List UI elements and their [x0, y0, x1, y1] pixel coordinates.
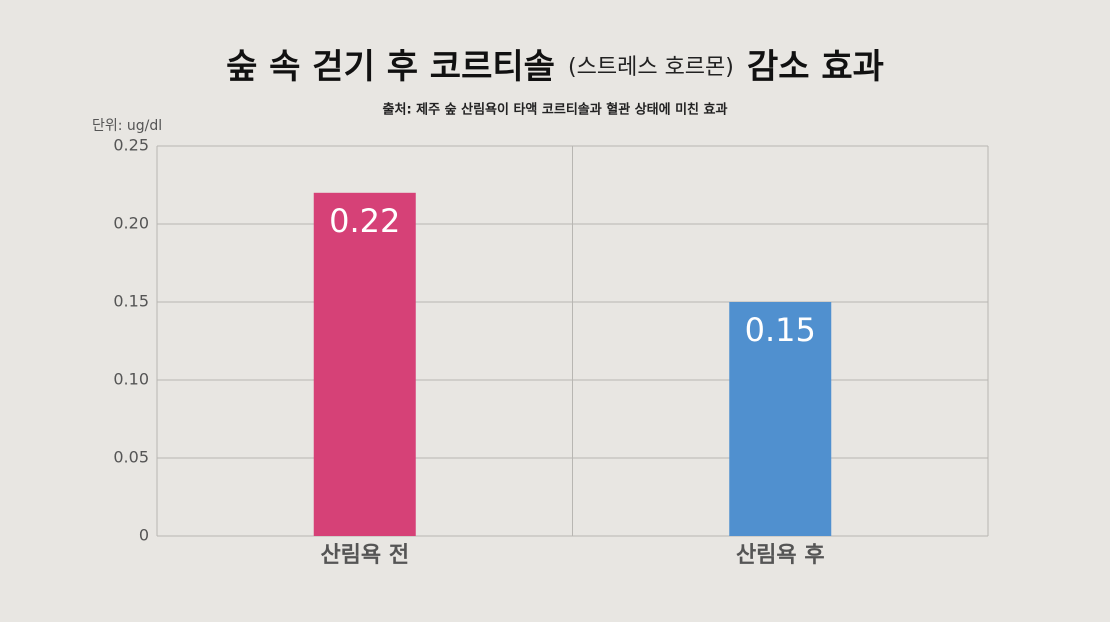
- bar: [313, 192, 416, 537]
- subtitle: 출처: 제주 숲 산림욕이 타액 코르티솔과 혈관 상태에 미친 효과: [383, 102, 728, 118]
- title-part: 숲 속 걷기 후 코르티솔: [226, 47, 555, 87]
- value-label: 0.15: [745, 311, 816, 349]
- chart-title: 숲 속 걷기 후 코르티솔 (스트레스 호르몬) 감소 효과: [226, 47, 884, 87]
- y-tick-label: 0.25: [113, 136, 149, 155]
- value-label: 0.22: [329, 202, 400, 240]
- x-tick-label: 산림욕 후: [736, 543, 825, 568]
- y-tick-label: 0.20: [113, 214, 149, 233]
- bar: [729, 302, 832, 536]
- y-tick-label: 0.05: [113, 448, 149, 467]
- title-part: (스트레스 호르몬): [568, 55, 734, 80]
- x-tick-label: 산림욕 전: [320, 543, 409, 568]
- y-tick-label: 0.15: [113, 292, 149, 311]
- y-axis-label: 단위: ug/dl: [92, 118, 162, 134]
- y-tick-label: 0: [139, 526, 149, 545]
- y-tick-label: 0.10: [113, 370, 149, 389]
- title-part: 감소 효과: [747, 47, 884, 87]
